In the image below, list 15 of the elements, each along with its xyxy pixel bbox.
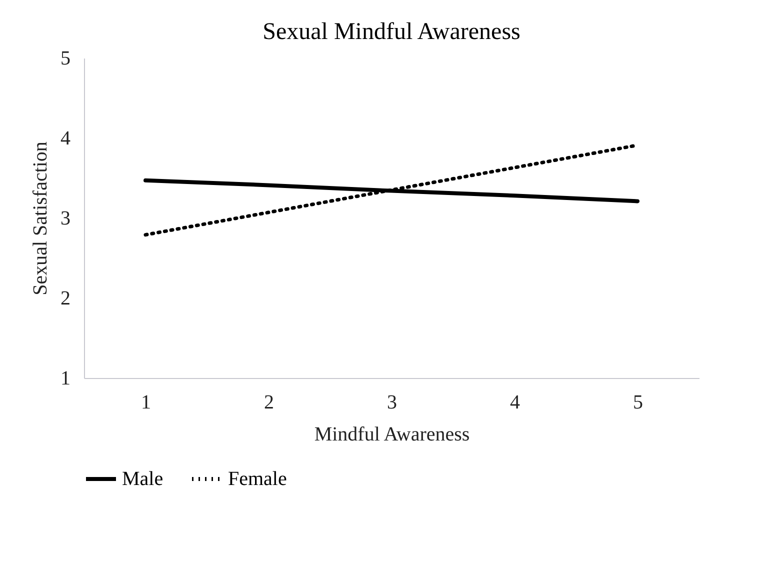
y-tick-label: 1 <box>60 368 70 390</box>
x-tick-label: 4 <box>510 392 520 414</box>
y-tick-label: 4 <box>60 128 70 150</box>
x-tick-label: 3 <box>387 392 397 414</box>
chart-title: Sexual Mindful Awareness <box>262 19 520 45</box>
legend-label: Male <box>122 468 164 490</box>
x-tick-label: 1 <box>141 392 151 414</box>
x-tick-label: 2 <box>264 392 274 414</box>
y-tick-label: 2 <box>60 288 70 310</box>
y-axis-title: Sexual Satisfaction <box>30 142 52 296</box>
y-tick-label: 3 <box>60 208 70 230</box>
legend-label: Female <box>228 468 287 490</box>
x-tick-label: 5 <box>633 392 643 414</box>
x-axis-title: Mindful Awareness <box>314 424 470 446</box>
y-tick-label: 5 <box>60 48 70 70</box>
